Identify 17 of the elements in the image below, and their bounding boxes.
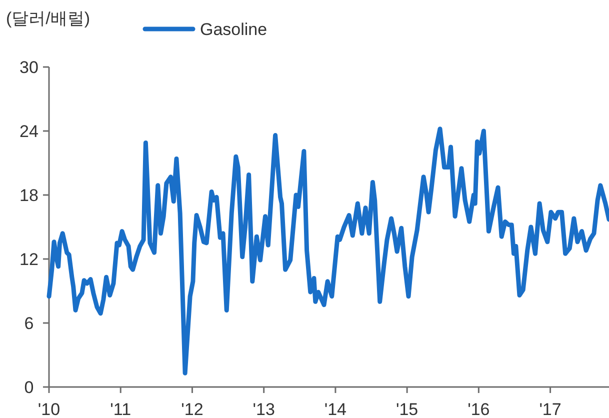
y-tick-label: 6 bbox=[24, 314, 34, 333]
x-tick-label: '14 bbox=[324, 400, 347, 418]
y-axis-title: (달러/배럴) bbox=[6, 9, 90, 28]
y-tick-label: 24 bbox=[20, 122, 38, 141]
y-tick-label: 0 bbox=[24, 378, 34, 397]
y-tick-label: 18 bbox=[20, 186, 38, 205]
x-tick-label: '12 bbox=[181, 400, 204, 418]
y-tick-label: 30 bbox=[20, 58, 38, 77]
legend-label: Gasoline bbox=[200, 20, 268, 39]
x-tick-label: '15 bbox=[396, 400, 418, 418]
x-tick-label: '11 bbox=[110, 400, 132, 418]
y-tick-label: 12 bbox=[20, 250, 38, 269]
x-tick-label: '17 bbox=[539, 400, 562, 418]
line-series bbox=[46, 126, 609, 376]
x-tick-label: '16 bbox=[468, 400, 490, 418]
x-tick-label: '10 bbox=[38, 400, 60, 418]
x-tick-label: '13 bbox=[252, 400, 275, 418]
